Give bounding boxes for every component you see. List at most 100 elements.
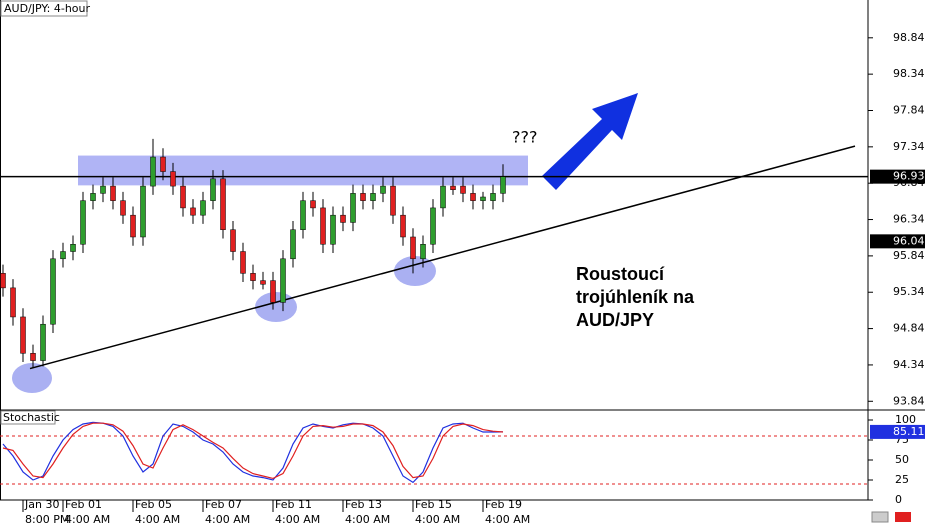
candle-body	[260, 280, 266, 285]
candle-body	[350, 193, 356, 223]
candle-body	[410, 236, 416, 260]
candle-body	[130, 214, 136, 238]
annotation-line: Roustoucí	[576, 264, 665, 284]
low-circle	[255, 292, 297, 322]
candle-body	[70, 244, 76, 252]
candle-body	[100, 185, 106, 194]
candle-body	[120, 200, 126, 216]
x-tick-label: Feb 19	[485, 498, 522, 511]
candle-body	[380, 185, 386, 194]
x-tick-label: 4:00 AM	[485, 513, 530, 525]
low-circle	[394, 256, 436, 286]
candle-body	[420, 244, 426, 260]
x-tick-label: Feb 11	[275, 498, 312, 511]
x-tick-label: 4:00 AM	[345, 513, 390, 525]
candle-body	[270, 280, 276, 303]
candle-body	[210, 178, 216, 201]
resistance-zone	[78, 155, 528, 186]
candle-body	[440, 185, 446, 209]
candle-body	[250, 273, 256, 281]
candle-body	[50, 258, 56, 325]
stoch-title: Stochastic	[3, 411, 60, 424]
candle-body	[10, 287, 16, 318]
candle-body	[370, 193, 376, 201]
y-tick-label: 98.84	[893, 31, 925, 44]
candle-body	[190, 207, 196, 216]
candle-body	[230, 229, 236, 252]
x-tick-label: 8:00 PM	[25, 513, 69, 525]
candle-body	[390, 185, 396, 216]
stoch-marker-box	[870, 424, 925, 439]
candle-body	[400, 214, 406, 238]
chart-title: AUD/JPY: 4-hour	[4, 2, 90, 15]
candle-body	[180, 185, 186, 209]
y-tick-label: 96.34	[893, 213, 925, 226]
price-marker-box	[870, 169, 925, 184]
price-marker: 96.04	[893, 234, 925, 247]
y-tick-label: 95.84	[893, 249, 925, 262]
y-tick-label: 97.34	[893, 140, 925, 153]
candle-body	[430, 207, 436, 245]
question-annotation: ???	[512, 128, 537, 147]
y-tick-label: 94.34	[893, 358, 925, 371]
candle-body	[110, 185, 116, 201]
x-tick-label: Feb 07	[205, 498, 242, 511]
candle-body	[80, 200, 86, 245]
y-tick-label: 0	[895, 493, 902, 506]
candle-body	[240, 251, 246, 274]
candle-body	[140, 185, 146, 238]
y-tick-label: 97.84	[893, 103, 925, 116]
candle-body	[60, 251, 66, 260]
candle-body	[220, 178, 226, 230]
y-tick-label: 98.34	[893, 67, 925, 80]
candle-body	[480, 196, 486, 201]
candle-body	[330, 214, 336, 245]
trendline	[29, 145, 856, 370]
candle-body	[460, 185, 466, 194]
x-tick-label: 4:00 AM	[275, 513, 320, 525]
candle-body	[150, 156, 156, 187]
candle-body	[30, 353, 36, 361]
candle-body	[280, 258, 286, 303]
x-tick-label: Feb 05	[135, 498, 172, 511]
scroll-icon[interactable]	[871, 511, 889, 523]
close-icon[interactable]	[895, 512, 911, 522]
candle-body	[500, 176, 506, 194]
x-tick-label: 4:00 AM	[205, 513, 250, 525]
x-tick-label: Jan 30	[24, 498, 59, 511]
y-tick-label: 100	[895, 413, 916, 426]
candle-body	[200, 200, 206, 216]
candle-body	[20, 316, 26, 354]
y-tick-label: 25	[895, 473, 909, 486]
candle-body	[360, 193, 366, 201]
arrow	[542, 93, 638, 190]
candle-body	[160, 156, 166, 172]
x-tick-label: 4:00 AM	[415, 513, 460, 525]
candle-body	[490, 193, 496, 201]
candle-body	[340, 214, 346, 223]
x-tick-label: Feb 15	[415, 498, 452, 511]
candle-body	[300, 200, 306, 230]
x-tick-label: Feb 01	[65, 498, 102, 511]
candle-body	[320, 207, 326, 245]
y-tick-label: 95.34	[893, 285, 925, 298]
price-marker: 96.93	[893, 170, 925, 183]
stoch-line	[2, 421, 504, 484]
price-marker-box	[870, 234, 925, 249]
y-tick-label: 93.84	[893, 394, 925, 407]
candle-body	[310, 200, 316, 209]
y-tick-label: 94.84	[893, 322, 925, 335]
candle-body	[40, 323, 46, 361]
stoch-line	[2, 422, 504, 480]
candle-body	[290, 229, 296, 260]
candle-body	[450, 185, 456, 190]
annotation-line: trojúhleník na	[576, 287, 695, 307]
x-tick-label: Feb 13	[345, 498, 382, 511]
annotation-line: AUD/JPY	[576, 310, 654, 330]
x-tick-label: 4:00 AM	[65, 513, 110, 525]
y-tick-label: 50	[895, 453, 909, 466]
stoch-marker: 85.11	[893, 425, 925, 438]
low-circle	[12, 363, 52, 393]
